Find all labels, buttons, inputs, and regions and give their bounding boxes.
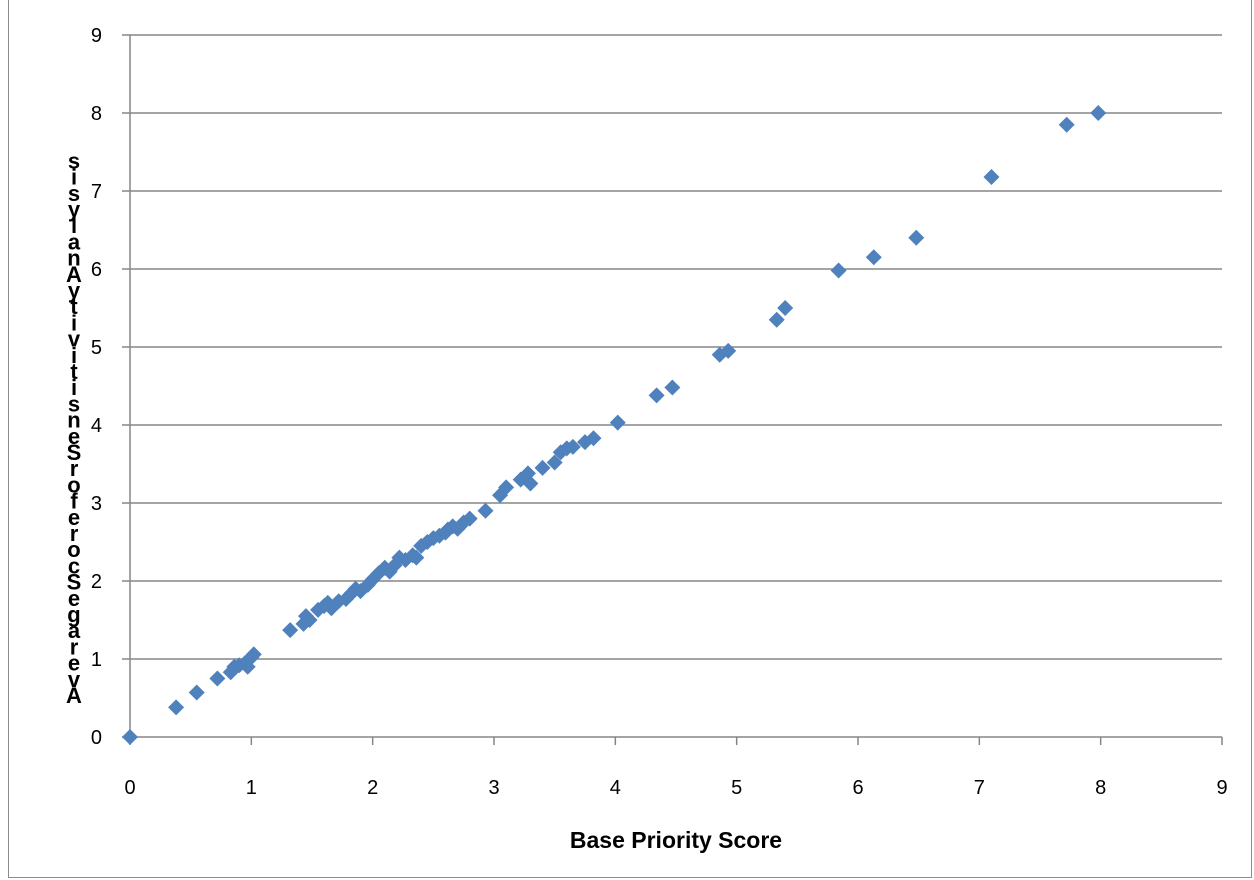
data-point — [564, 438, 581, 455]
y-axis-title-char: l — [71, 213, 77, 238]
data-point — [585, 430, 602, 447]
x-tick-label: 9 — [1216, 777, 1227, 799]
y-axis-title-char: g — [67, 602, 80, 627]
y-axis-title-char: a — [68, 229, 81, 254]
data-point — [461, 510, 478, 527]
y-axis-title-char: i — [71, 165, 77, 190]
y-tick-label: 5 — [91, 337, 102, 359]
x-tick-label: 4 — [610, 777, 621, 799]
y-axis-title-char: y — [68, 278, 81, 303]
y-axis-title-char: e — [68, 505, 80, 530]
y-axis-title-char: i — [71, 310, 77, 335]
y-axis-title-char: e — [68, 651, 80, 676]
y-axis-title-char: n — [67, 246, 80, 271]
y-axis-title-char: c — [68, 553, 80, 578]
y-axis-title-char: e — [68, 586, 80, 611]
y-axis-title-char: i — [71, 343, 77, 368]
data-point — [865, 249, 882, 266]
y-axis-title-char: v — [68, 667, 81, 692]
tick-labels: 0 1 2 3 4 5 6 7 8 9 0 1 2 3 4 5 6 7 8 9 — [91, 25, 1228, 799]
data-point — [477, 502, 494, 519]
x-tick-label: 2 — [367, 777, 378, 799]
data-point — [983, 168, 1000, 185]
data-points — [122, 105, 1107, 745]
data-point — [301, 612, 318, 628]
x-tick-label: 6 — [852, 777, 863, 799]
x-tick-label: 0 — [124, 777, 135, 799]
y-axis-title-char: A — [66, 683, 82, 708]
chart-frame — [8, 0, 1252, 878]
x-tick-label: 5 — [731, 777, 742, 799]
data-point — [609, 414, 626, 431]
data-point — [1090, 105, 1107, 121]
data-point — [282, 622, 299, 639]
y-tick-label: 9 — [91, 25, 102, 47]
data-point — [534, 459, 551, 476]
y-axis-title-char: A — [66, 262, 82, 287]
data-point — [908, 229, 925, 246]
data-point — [245, 646, 262, 663]
y-axis-title-char: r — [70, 521, 79, 546]
y-axis-title-char: t — [70, 359, 78, 384]
y-axis-title-char: o — [67, 472, 80, 497]
y-axis-title-char: f — [70, 489, 78, 514]
y-axis-title-char: S — [67, 570, 82, 595]
x-tick-label: 7 — [974, 777, 985, 799]
y-axis-title-char: e — [68, 424, 80, 449]
data-point — [664, 379, 681, 396]
y-axis-title-char: s — [68, 181, 80, 206]
y-axis-title-char: s — [68, 391, 80, 416]
data-point — [122, 729, 138, 745]
y-axis-title-char: a — [68, 618, 81, 643]
y-tick-label: 8 — [91, 103, 102, 125]
x-tick-label: 1 — [246, 777, 257, 799]
data-point — [168, 699, 185, 716]
y-axis-title-char: n — [67, 408, 80, 433]
y-tick-label: 6 — [91, 259, 102, 281]
y-axis-title-char: r — [70, 456, 79, 481]
y-axis-title-char: i — [71, 375, 77, 400]
data-point — [768, 311, 785, 328]
y-tick-label: 1 — [91, 649, 102, 671]
x-axis-title: Base Priority Score — [570, 827, 782, 853]
data-point — [777, 300, 794, 316]
data-point — [522, 475, 539, 492]
x-tick-label: 3 — [488, 777, 499, 799]
y-tick-label: 3 — [91, 493, 102, 515]
y-axis-title-char: o — [67, 537, 80, 562]
y-axis-title-char: S — [67, 440, 82, 465]
y-axis-title-char: r — [70, 634, 79, 659]
data-point — [1058, 116, 1075, 133]
gridlines — [130, 34, 1222, 660]
data-point — [648, 387, 665, 404]
data-point — [546, 454, 563, 471]
data-point — [720, 342, 737, 359]
y-axis-title-char: v — [68, 327, 81, 352]
data-point — [209, 670, 226, 687]
y-tick-label: 0 — [91, 727, 102, 749]
y-axis-title-char: t — [70, 294, 78, 319]
x-tick-label: 8 — [1095, 777, 1106, 799]
y-tick-label: 7 — [91, 181, 102, 203]
data-point — [188, 684, 205, 701]
y-tick-label: 2 — [91, 571, 102, 593]
data-point — [408, 549, 425, 566]
data-point — [830, 262, 847, 279]
y-axis-title-char: y — [68, 197, 81, 222]
data-point — [498, 479, 515, 496]
y-tick-label: 4 — [91, 415, 102, 437]
y-axis-title-char: s — [68, 148, 80, 173]
